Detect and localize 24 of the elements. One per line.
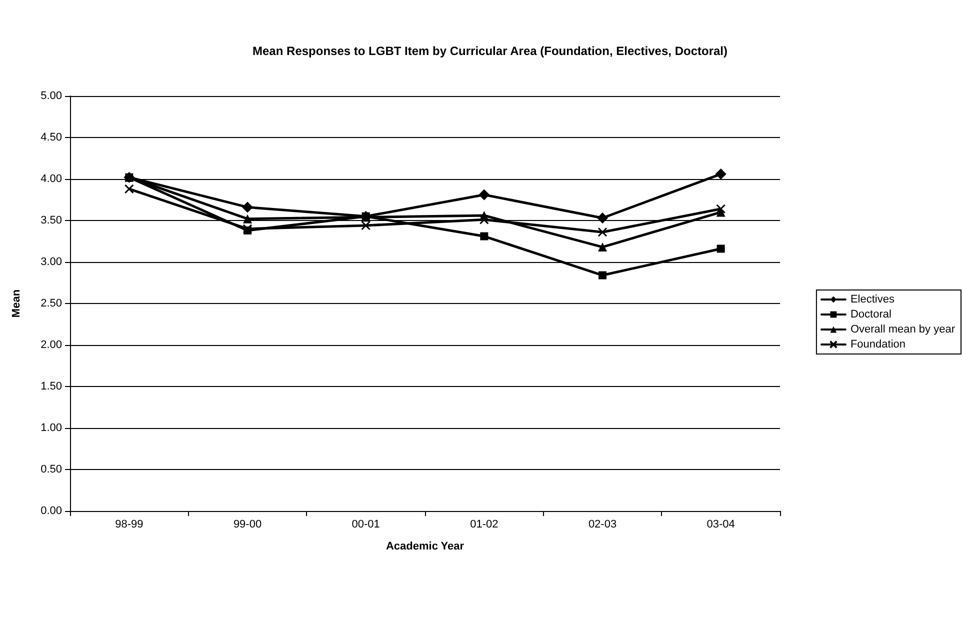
x-tick-label: 03-04	[706, 518, 735, 530]
chart-title: Mean Responses to LGBT Item by Curricular Area (Foundation, Electives, Doctoral)	[252, 44, 728, 58]
y-tick-label: 0.00	[40, 505, 62, 517]
x-tick-label: 98-99	[115, 518, 144, 530]
legend-label: Doctoral	[850, 308, 892, 320]
x-tick-label: 99-00	[233, 518, 262, 530]
x-tick-label: 01-02	[470, 518, 498, 530]
y-tick-label: 2.50	[40, 298, 62, 310]
y-tick-label: 1.00	[40, 422, 62, 434]
x-axis-title: Academic Year	[386, 540, 465, 552]
y-tick-label: 3.50	[40, 214, 62, 226]
y-axis-title: Mean	[10, 289, 22, 318]
y-tick-label: 4.00	[40, 173, 62, 185]
x-tick-label: 00-01	[352, 518, 380, 530]
y-tick-label: 5.00	[40, 90, 62, 102]
y-tick-label: 3.00	[40, 256, 62, 268]
y-tick-label: 4.50	[40, 132, 62, 144]
legend-label: Overall mean by year	[850, 324, 956, 336]
x-tick-label: 02-03	[588, 518, 617, 530]
y-tick-label: 2.00	[40, 339, 62, 351]
y-tick-label: 0.50	[40, 464, 62, 476]
legend-label: Foundation	[850, 338, 906, 350]
y-tick-label: 1.50	[40, 380, 62, 392]
legend-label: Electives	[850, 294, 895, 306]
